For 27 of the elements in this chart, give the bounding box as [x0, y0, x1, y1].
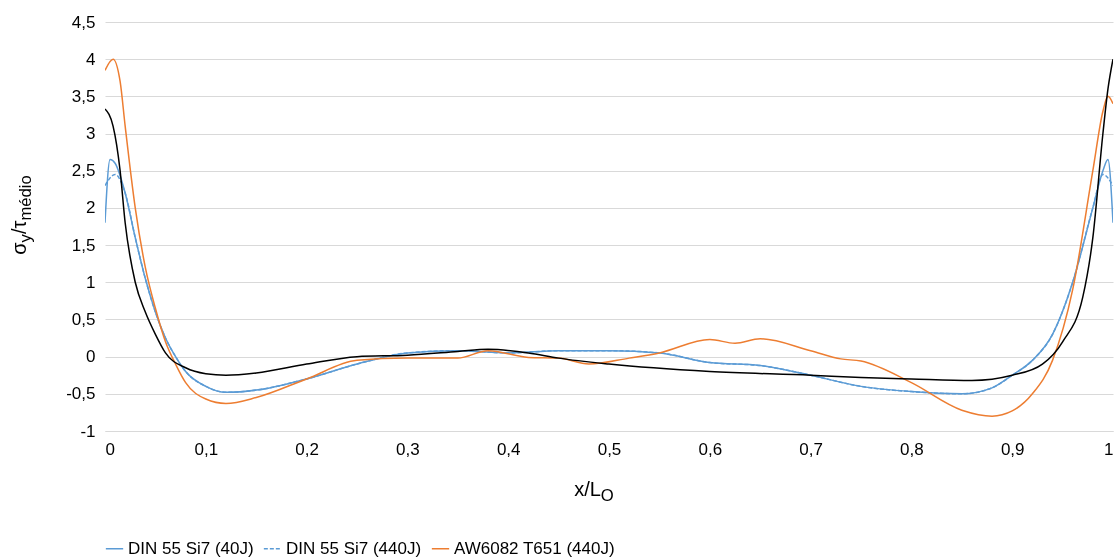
x-tick-label: 0,7 [799, 439, 823, 459]
x-tick-label: 0,8 [900, 439, 924, 459]
y-tick-label: 0,5 [71, 309, 96, 329]
y-tick-label: -1 [80, 421, 96, 441]
y-tick-label: 4,5 [71, 12, 96, 32]
x-tick-label: 0,4 [496, 439, 521, 459]
x-tick-label: 1 [1104, 439, 1114, 459]
y-tick-label: -0,5 [66, 384, 96, 404]
x-tick-label: 0,9 [1000, 439, 1025, 459]
y-tick-label: 3 [86, 124, 96, 144]
x-tick-label: 0,5 [597, 439, 622, 459]
y-tick-label: 1 [86, 272, 96, 292]
y-tick-label: 0 [86, 347, 96, 367]
x-tick-label: 0 [105, 439, 115, 459]
x-tick-label: 0,1 [194, 439, 219, 459]
y-tick-label: 2,5 [71, 161, 96, 181]
y-tick-label: 2 [86, 198, 96, 218]
y-tick-label: 4 [86, 49, 96, 69]
legend-label: AW6082 T651 (440J) [454, 538, 615, 558]
y-tick-label: 1,5 [71, 235, 96, 255]
x-tick-label: 0,3 [396, 439, 420, 459]
y-tick-label: 3,5 [71, 86, 96, 106]
x-tick-label: 0,2 [295, 439, 319, 459]
legend-label: DIN 55 Si7 (440J) [286, 538, 422, 558]
x-tick-label: 0,6 [698, 439, 723, 459]
x-axis-title: x/L$_{O}$ [574, 478, 614, 506]
legend-label: DIN 55 Si7 (40J) [128, 538, 254, 558]
